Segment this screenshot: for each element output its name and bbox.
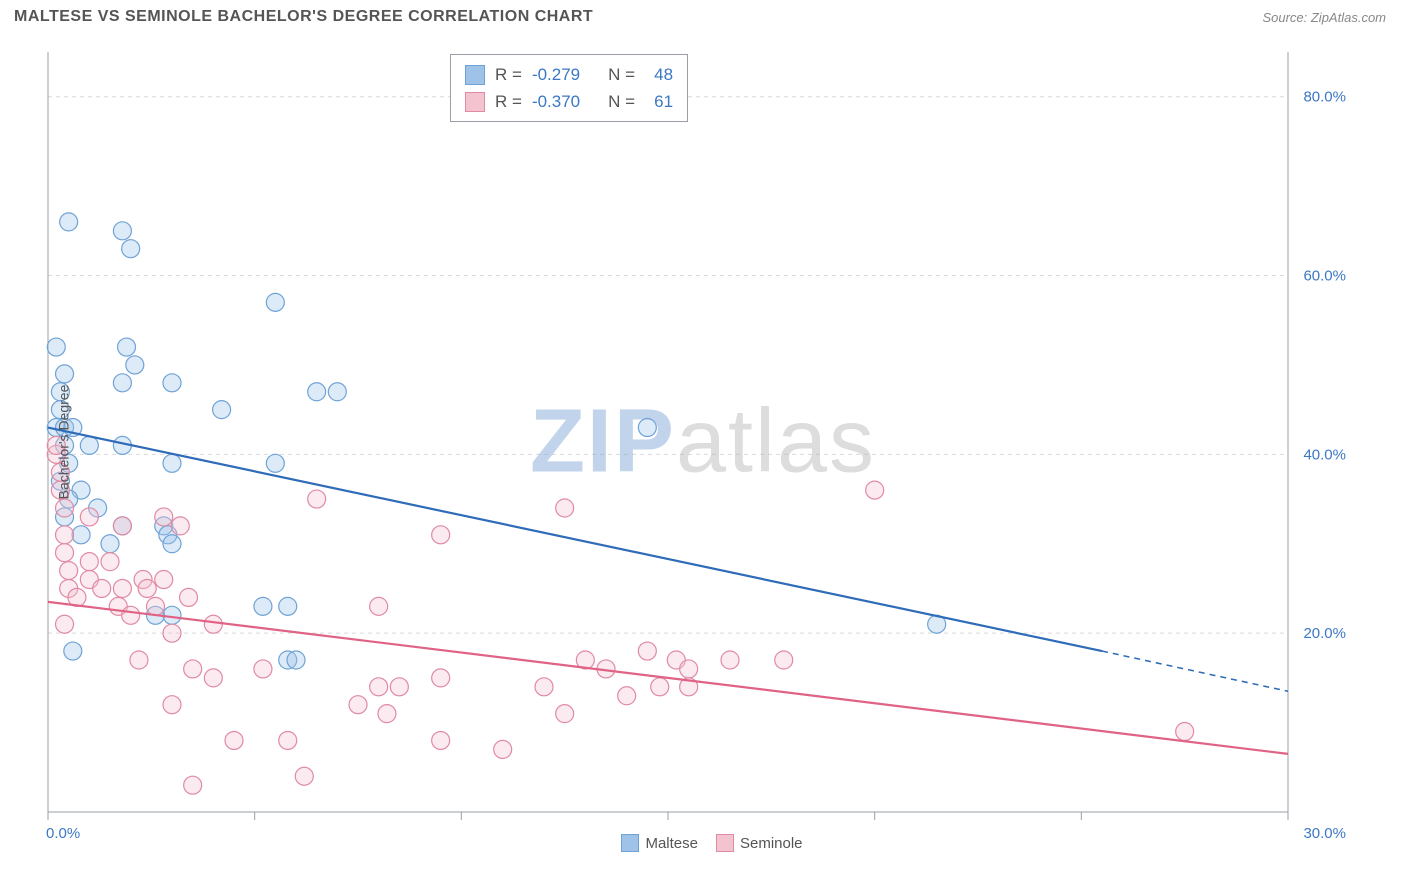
legend-swatch <box>621 834 639 852</box>
chart-area: Bachelor's Degree 20.0%40.0%60.0%80.0%0.… <box>0 32 1406 852</box>
n-value: 61 <box>645 88 673 115</box>
legend-label: Maltese <box>645 835 698 852</box>
stats-row: R = -0.370 N = 61 <box>465 88 673 115</box>
n-value: 48 <box>645 61 673 88</box>
bottom-legend: Maltese Seminole <box>0 834 1406 852</box>
stats-box: R = -0.279 N = 48 R = -0.370 N = 61 <box>450 54 688 122</box>
svg-text:60.0%: 60.0% <box>1303 268 1346 285</box>
stats-row: R = -0.279 N = 48 <box>465 61 673 88</box>
header: MALTESE VS SEMINOLE BACHELOR'S DEGREE CO… <box>0 0 1406 32</box>
series-swatch <box>465 92 485 112</box>
n-label: N = <box>608 61 635 88</box>
r-value: -0.370 <box>532 88 580 115</box>
source-label: Source: ZipAtlas.com <box>1262 10 1386 25</box>
series-swatch <box>465 65 485 85</box>
r-label: R = <box>495 61 522 88</box>
r-value: -0.279 <box>532 61 580 88</box>
y-axis-label: Bachelor's Degree <box>55 385 71 500</box>
n-label: N = <box>608 88 635 115</box>
svg-text:40.0%: 40.0% <box>1303 446 1346 463</box>
svg-text:20.0%: 20.0% <box>1303 625 1346 642</box>
legend-swatch <box>716 834 734 852</box>
scatter-plot: 20.0%40.0%60.0%80.0%0.0%30.0% <box>0 32 1406 852</box>
svg-text:80.0%: 80.0% <box>1303 89 1346 106</box>
chart-title: MALTESE VS SEMINOLE BACHELOR'S DEGREE CO… <box>14 8 593 26</box>
r-label: R = <box>495 88 522 115</box>
legend-label: Seminole <box>740 835 803 852</box>
